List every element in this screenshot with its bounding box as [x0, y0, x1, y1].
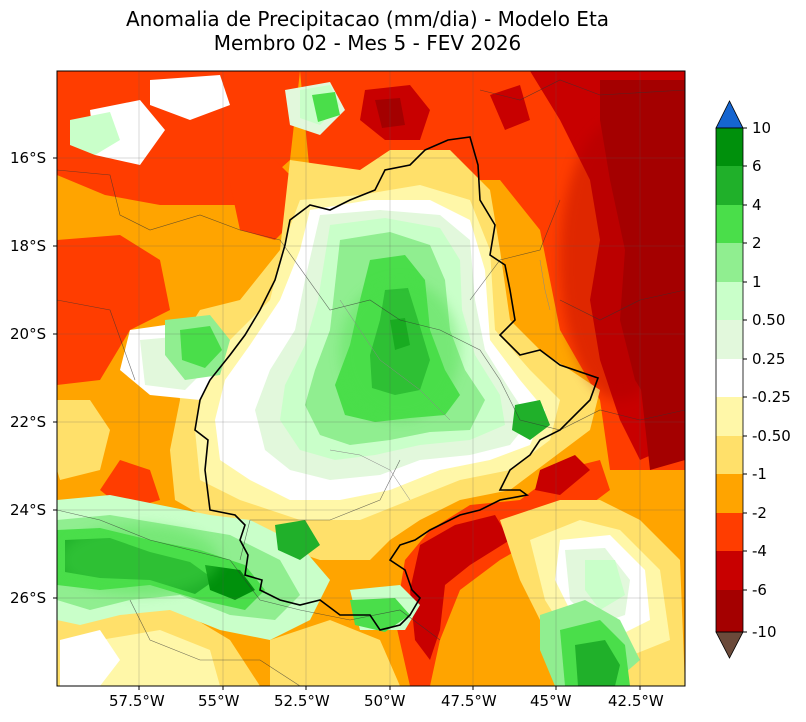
graticule [57, 71, 685, 686]
colorbar-segment [716, 590, 743, 632]
rivers [329, 259, 551, 501]
colorbar-segment [716, 513, 743, 551]
lat-label: 18°S [10, 237, 47, 255]
colorbar-label: -0.50 [752, 427, 791, 445]
colorbar-label: 1 [752, 273, 762, 291]
lon-label: 45°W [530, 692, 572, 710]
colorbar-segment [716, 166, 743, 205]
colorbar-label: 0.25 [752, 350, 786, 368]
lat-label: 26°S [10, 589, 47, 607]
colorbar-label: 4 [752, 196, 762, 214]
basin-outline [194, 136, 600, 631]
lon-label: 55°W [198, 692, 240, 710]
colorbar-segment [716, 205, 743, 243]
colorbar-label: 0.50 [752, 311, 786, 329]
lat-label: 20°S [10, 325, 47, 343]
colorbar-segment [716, 436, 743, 474]
lat-label: 22°S [10, 413, 47, 431]
lon-label: 57.5°W [109, 692, 165, 710]
map-frame [56, 70, 686, 687]
colorbar-segment [716, 128, 743, 166]
lon-label: 47.5°W [441, 692, 497, 710]
colorbar-segment [716, 282, 743, 320]
chart-title: Anomalia de Precipitacao (mm/dia) - Mode… [125, 7, 610, 31]
anomaly-field [57, 71, 685, 686]
state-boundaries [57, 79, 685, 686]
colorbar-label: -6 [752, 581, 767, 599]
lon-label: 50°W [364, 692, 406, 710]
colorbar-label: 6 [752, 157, 762, 175]
colorbar-segment [716, 397, 743, 436]
colorbar-segment [716, 551, 743, 590]
colorbar-under-triangle [715, 631, 744, 659]
colorbar [715, 100, 747, 659]
colorbar-label: 2 [752, 234, 762, 252]
colorbar-over-triangle [715, 100, 744, 129]
axis-ticks [53, 157, 641, 690]
lat-label: 24°S [10, 501, 47, 519]
colorbar-segment [716, 243, 743, 282]
chart-subtitle: Membro 02 - Mes 5 - FEV 2026 [213, 31, 522, 55]
colorbar-frame [715, 127, 744, 633]
colorbar-label: -4 [752, 542, 767, 560]
colorbar-label: -2 [752, 504, 767, 522]
colorbar-segment [716, 359, 743, 397]
lat-label: 16°S [10, 149, 47, 167]
lon-label: 42.5°W [608, 692, 664, 710]
colorbar-segment [716, 320, 743, 359]
field-smoothing [60, 120, 680, 595]
colorbar-ticks [743, 127, 747, 633]
colorbar-label: -1 [752, 465, 767, 483]
colorbar-label: 10 [752, 119, 772, 137]
lon-label: 52.5°W [274, 692, 330, 710]
colorbar-label: -10 [752, 623, 777, 641]
colorbar-label: -0.25 [752, 388, 791, 406]
colorbar-segment [716, 474, 743, 513]
